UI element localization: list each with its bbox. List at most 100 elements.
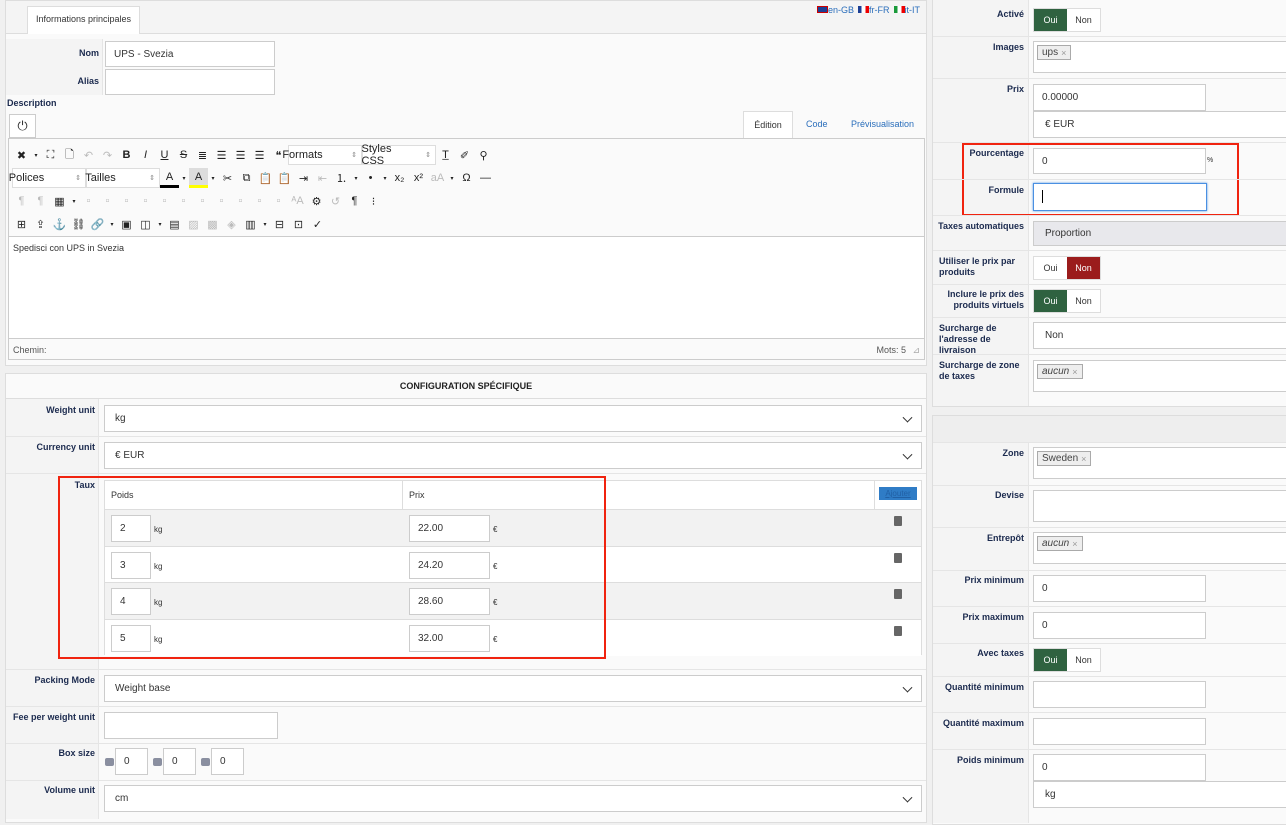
active-toggle[interactable]: Oui Non	[1033, 8, 1101, 32]
table-split-icon[interactable]: ▫	[276, 195, 281, 207]
undo-icon[interactable]: ↶	[83, 149, 94, 162]
devise-select[interactable]	[1033, 490, 1286, 522]
produits-virtuels-toggle[interactable]: Oui Non	[1033, 289, 1101, 313]
rate-weight-input[interactable]: 2	[111, 515, 151, 542]
table-row-icon[interactable]: ▫	[105, 195, 110, 207]
module-icon[interactable]: ▥	[245, 218, 256, 231]
readmore-icon[interactable]: ⊡	[293, 218, 304, 231]
prix-min-input[interactable]: 0	[1033, 575, 1206, 602]
poids-min-input[interactable]: 0	[1033, 754, 1206, 781]
underline-icon[interactable]: U	[160, 149, 169, 161]
editor-tab-preview[interactable]: Prévisualisation	[851, 119, 915, 129]
unlink-icon[interactable]: ⛓	[71, 218, 86, 231]
toggle-editor-button[interactable]: ⏻	[9, 114, 36, 138]
editor-tab-code[interactable]: Code	[806, 119, 828, 129]
styles-select[interactable]: Styles CSS ⇕	[362, 143, 436, 167]
trash-icon[interactable]	[894, 516, 902, 526]
surcharge-zone-field[interactable]: aucun ×	[1033, 360, 1286, 392]
avec-taxes-toggle-non[interactable]: Non	[1075, 655, 1092, 665]
volume-unit-select[interactable]: cm	[104, 785, 922, 812]
qte-max-input[interactable]	[1033, 718, 1206, 745]
fee-per-weight-input[interactable]	[104, 712, 278, 739]
dropdown-arrow-icon[interactable]: ▾	[263, 221, 267, 228]
rate-price-input[interactable]: 28.60	[409, 588, 490, 615]
prix-produits-toggle-oui[interactable]: Oui	[1043, 263, 1058, 273]
redo-icon[interactable]: ↷	[102, 149, 113, 162]
remove-tag-icon[interactable]: ×	[1061, 47, 1067, 58]
pourcentage-input[interactable]: 0	[1033, 148, 1206, 174]
rate-weight-input[interactable]: 5	[111, 624, 151, 652]
dropdown-arrow-icon[interactable]: ▾	[72, 198, 76, 205]
fullscreen-icon[interactable]: ⛶	[46, 148, 55, 161]
nom-input[interactable]: UPS - Svezia	[105, 41, 275, 67]
template-icon[interactable]: ▩	[207, 218, 218, 231]
dropdown-arrow-icon[interactable]: ▾	[383, 175, 387, 182]
dropdown-arrow-icon[interactable]: ▾	[158, 221, 162, 228]
page-icon[interactable]: ▤	[169, 218, 180, 231]
rate-price-input[interactable]: 22.00	[409, 515, 490, 542]
joomla-icon[interactable]: ✖	[16, 149, 27, 162]
fonts-select[interactable]: Polices ⇕	[9, 168, 86, 188]
table-props-icon[interactable]: ▫	[257, 195, 262, 207]
font-case-icon[interactable]: aA	[430, 172, 445, 184]
alias-input[interactable]	[105, 69, 275, 95]
outdent-icon[interactable]: ⇤	[317, 172, 328, 185]
table-merge-icon[interactable]: ▫	[124, 195, 129, 207]
table-add-col-icon[interactable]: ▫	[219, 195, 224, 207]
produits-virtuels-toggle-oui[interactable]: Oui	[1034, 290, 1067, 312]
rate-price-input[interactable]: 32.00	[409, 624, 490, 652]
restore-icon[interactable]: ↺	[330, 195, 341, 208]
resize-handle-icon[interactable]: ⊿	[912, 345, 920, 355]
rate-weight-input[interactable]: 4	[111, 588, 151, 615]
prix-currency-select[interactable]: € EUR	[1033, 111, 1286, 138]
align-left-icon[interactable]: ☰	[235, 149, 246, 162]
anchor-icon[interactable]: ⚓	[52, 218, 67, 231]
prix-produits-toggle[interactable]: Oui Non	[1033, 256, 1101, 280]
indent-icon[interactable]: ⇥	[298, 172, 309, 185]
taxes-auto-select[interactable]: Proportion	[1033, 221, 1286, 246]
numbered-list-icon[interactable]: ⒈	[336, 173, 347, 185]
zone-field[interactable]: Sweden ×	[1033, 447, 1286, 479]
prix-max-input[interactable]: 0	[1033, 612, 1206, 639]
lang-fr-fr[interactable]: fr-FR	[858, 5, 890, 15]
strikethrough-icon[interactable]: S	[179, 149, 188, 161]
sizes-select[interactable]: Tailles ⇕	[85, 168, 160, 188]
qte-min-input[interactable]	[1033, 681, 1206, 708]
link-icon[interactable]: 🔗	[90, 218, 105, 231]
align-center-icon[interactable]: ☰	[216, 149, 227, 162]
paste-text-icon[interactable]: 📋	[277, 172, 292, 185]
omega-icon[interactable]: Ω	[462, 172, 471, 184]
remove-tag-icon[interactable]: ×	[1072, 366, 1078, 377]
prix-produits-toggle-non[interactable]: Non	[1067, 257, 1100, 279]
cut-icon[interactable]: ✂	[222, 172, 233, 185]
editor-content[interactable]: Spedisci con UPS in Svezia	[13, 243, 125, 253]
table-col-icon[interactable]: ▫	[162, 195, 167, 207]
image-icon[interactable]: ▣	[121, 218, 132, 231]
trash-icon[interactable]	[894, 552, 902, 563]
dropdown-arrow-icon[interactable]: ▾	[354, 175, 358, 182]
formule-input[interactable]	[1033, 183, 1207, 211]
table-delete-col-icon[interactable]: ▫	[181, 195, 186, 207]
box-height-input[interactable]: 0	[211, 748, 244, 775]
visual-blocks-icon[interactable]: ⁝	[371, 195, 376, 208]
align-right-icon[interactable]: ☰	[254, 149, 265, 162]
rate-weight-input[interactable]: 3	[111, 551, 151, 579]
paragraph-icon[interactable]: ¶	[351, 195, 358, 207]
table-add-icon[interactable]: ▫	[200, 195, 205, 207]
box-icon[interactable]: ◈	[227, 218, 236, 231]
active-toggle-oui[interactable]: Oui	[1034, 9, 1067, 31]
layout-icon[interactable]: ◫	[140, 218, 151, 231]
settings-icon[interactable]: ⚙	[311, 195, 322, 208]
avec-taxes-toggle-oui[interactable]: Oui	[1034, 649, 1067, 671]
lang-en-gb[interactable]: en-GB	[816, 5, 854, 15]
text-color-icon[interactable]: A	[160, 168, 179, 188]
spellcheck-icon[interactable]: ✓	[312, 218, 323, 231]
currency-unit-select[interactable]: € EUR	[104, 442, 922, 469]
bold-icon[interactable]: B	[122, 149, 131, 161]
pagebreak-icon[interactable]: ⊟	[274, 218, 285, 231]
editor-tab-edition[interactable]: Édition	[743, 111, 793, 138]
formats-select[interactable]: Formats ⇕	[282, 145, 362, 165]
subscript-icon[interactable]: x₂	[394, 172, 405, 184]
search-icon[interactable]: ⚲	[479, 149, 488, 162]
visual-aid-icon[interactable]: ⊞	[16, 218, 27, 231]
